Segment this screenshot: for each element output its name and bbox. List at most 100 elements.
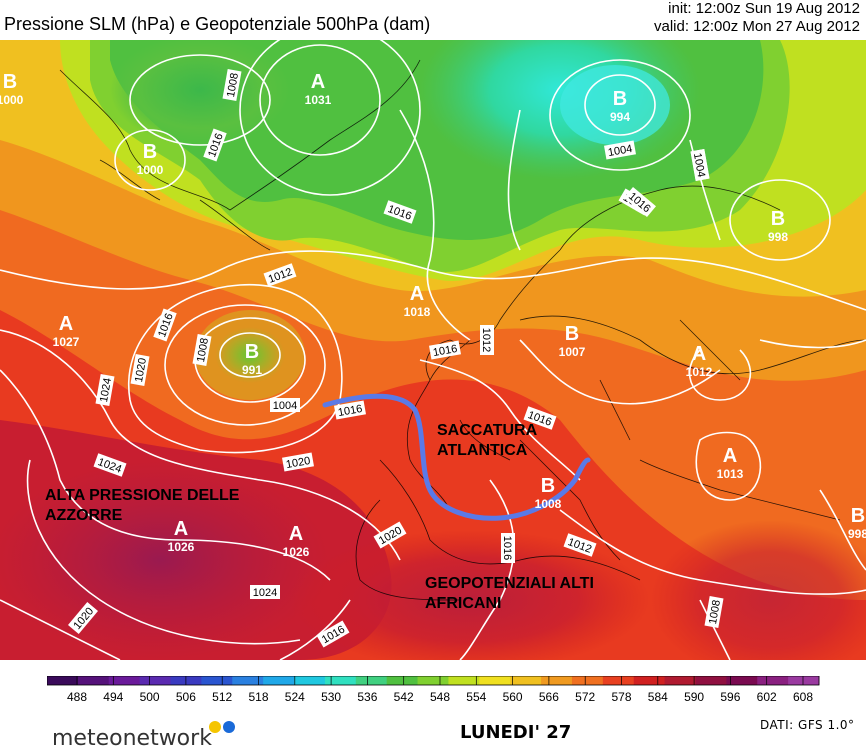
colorbar-swatch [263, 676, 295, 685]
colorbar-swatch [726, 676, 758, 685]
system-value: 1026 [283, 545, 310, 559]
colorbar-tick: 602 [757, 690, 777, 704]
system-value: 1013 [717, 467, 744, 481]
system-letter: B [771, 208, 785, 230]
system-value: 1018 [404, 305, 431, 319]
svg-text:1016: 1016 [432, 343, 458, 359]
system-value: 1012 [686, 365, 713, 379]
svg-text:1008: 1008 [707, 599, 723, 625]
weather-map: A1031B994B1000B1000B998A1027A1018B991B10… [0, 40, 866, 660]
colorbar-swatch [47, 676, 79, 685]
colorbar: 488 494 500 506 512 518 524 530 536 542 548 554 560 5… [47, 676, 820, 704]
forecast-day: LUNEDI' 27 [460, 722, 572, 743]
colorbar-tick: 566 [539, 690, 559, 704]
isobar-label: 1016 [429, 340, 461, 360]
svg-text:1004: 1004 [273, 400, 297, 412]
colorbar-tick: 584 [648, 690, 668, 704]
system-value: 1031 [305, 93, 332, 107]
isobar-label: 1016 [334, 400, 366, 420]
isobar-label: 1024 [250, 585, 280, 599]
isobar-label: 1020 [130, 354, 150, 386]
system-letter: A [174, 518, 188, 540]
system-letter: A [311, 71, 325, 93]
colorbar-swatch [602, 676, 635, 685]
annotation-azores: ALTA PRESSIONE DELLE AZZORRE [45, 487, 240, 524]
system-value: 991 [242, 363, 262, 377]
svg-text:1012: 1012 [480, 328, 492, 352]
svg-text:1004: 1004 [607, 143, 633, 159]
colorbar-swatch [571, 676, 604, 685]
colorbar-swatch [757, 676, 789, 685]
colorbar-swatch [448, 676, 480, 685]
coastlines [59, 59, 866, 601]
system-letter: A [723, 445, 737, 467]
colorbar-swatch [664, 676, 696, 685]
colorbar-tick: 542 [394, 690, 414, 704]
valid-time: valid: 12:00z Mon 27 Aug 2012 [654, 18, 860, 35]
system-letter: B [613, 88, 627, 110]
isobar-label: 1008 [192, 334, 212, 366]
colorbar-tick: 512 [212, 690, 232, 704]
system-letter: B [541, 475, 555, 497]
colorbar-tick: 572 [575, 690, 595, 704]
isobar-label: 1004 [270, 398, 300, 412]
colorbar-swatch [324, 676, 357, 685]
isobar-label: 1008 [222, 69, 242, 101]
system-letter: B [565, 323, 579, 345]
pressure-systems: A1031B994B1000B1000B998A1027A1018B991B10… [0, 71, 866, 559]
svg-text:1008: 1008 [225, 72, 241, 98]
init-time: init: 12:00z Sun 19 Aug 2012 [668, 0, 860, 17]
isobars [0, 40, 866, 660]
colorbar-swatch [386, 676, 419, 685]
colorbar-tick: 608 [793, 690, 813, 704]
system-value: 1008 [535, 497, 562, 511]
colorbar-swatch [633, 676, 666, 685]
colorbar-tick: 596 [720, 690, 740, 704]
system-value: 1026 [168, 540, 195, 554]
colorbar-swatch [479, 676, 511, 685]
svg-text:1020: 1020 [133, 357, 149, 383]
colorbar-tick: 500 [140, 690, 160, 704]
isobar-label: 1004 [690, 149, 710, 181]
colorbar-swatch [355, 676, 388, 685]
system-letter: A [289, 523, 303, 545]
system-value: 1000 [137, 163, 164, 177]
svg-text:1016: 1016 [337, 403, 363, 419]
isobar-label: 1008 [704, 596, 724, 628]
annotation-african: GEOPOTENZIALI ALTI AFRICANI [425, 575, 594, 612]
svg-text:1016: 1016 [501, 536, 513, 560]
isobar-label: 1016 [501, 533, 515, 563]
system-value: 994 [610, 110, 630, 124]
system-letter: A [692, 343, 706, 365]
logo-dots-icon [209, 721, 235, 733]
colorbar-tick: 518 [248, 690, 268, 704]
svg-text:1020: 1020 [285, 455, 311, 471]
annotation-trough: SACCATURA ATLANTICA [437, 422, 538, 459]
chart-title: Pressione SLM (hPa) e Geopotenziale 500h… [4, 14, 431, 34]
colorbar-swatch [232, 676, 264, 685]
system-letter: B [3, 71, 17, 93]
data-source: DATI: GFS 1.0° [760, 718, 855, 732]
colorbar-tick: 554 [466, 690, 486, 704]
colorbar-tick: 560 [503, 690, 523, 704]
colorbar-swatch [294, 676, 326, 685]
colorbar-swatch [108, 676, 141, 685]
colorbar-tick: 530 [321, 690, 341, 704]
colorbar-tick: 488 [67, 690, 87, 704]
svg-text:1004: 1004 [691, 152, 707, 178]
system-value: 998 [768, 230, 788, 244]
colorbar-tick: 506 [176, 690, 196, 704]
